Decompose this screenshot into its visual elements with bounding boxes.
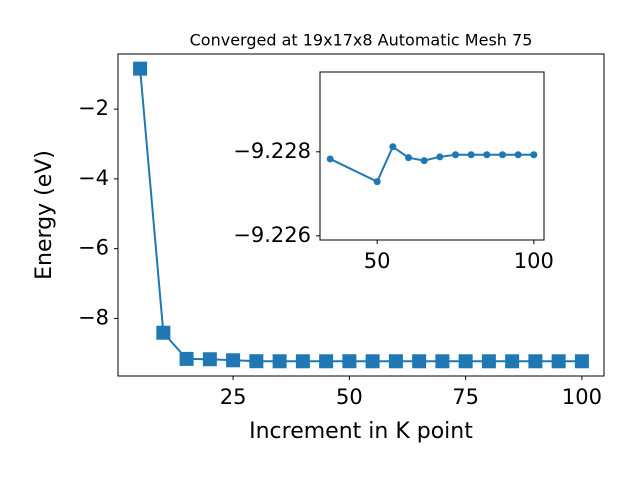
marker (202, 352, 217, 367)
marker (405, 154, 413, 162)
marker (179, 351, 194, 366)
marker (481, 354, 496, 369)
marker (272, 354, 287, 369)
marker (249, 354, 264, 369)
y-tick-label: −8 (78, 305, 109, 329)
x-tick-label: 50 (336, 385, 363, 409)
marker (389, 143, 397, 151)
marker (530, 151, 538, 159)
x-tick-label: 75 (452, 385, 479, 409)
marker (574, 354, 589, 369)
y-tick-label: −2 (78, 96, 109, 120)
plot-area (319, 71, 545, 241)
y-tick-label: −6 (78, 236, 109, 260)
marker (498, 151, 506, 159)
marker (373, 178, 381, 186)
x-tick-label: 50 (364, 249, 391, 273)
y-tick-label: −4 (78, 166, 109, 190)
x-axis-label: Increment in K point (249, 419, 473, 444)
marker (133, 61, 148, 76)
marker (156, 325, 171, 340)
marker (436, 153, 444, 161)
marker (435, 354, 450, 369)
marker (505, 354, 520, 369)
marker (319, 354, 334, 369)
marker (467, 151, 475, 159)
marker (326, 155, 334, 163)
y-tick-label: −9.226 (233, 223, 311, 247)
marker (551, 354, 566, 369)
marker (226, 353, 241, 368)
x-tick-label: 100 (514, 249, 554, 273)
marker (365, 354, 380, 369)
marker (420, 157, 428, 165)
marker (388, 354, 403, 369)
marker (483, 151, 491, 159)
marker (528, 354, 543, 369)
y-tick-label: −9.228 (233, 139, 311, 163)
marker (451, 151, 459, 159)
y-axis-label: Energy (eV) (32, 150, 57, 280)
x-tick-label: 25 (220, 385, 247, 409)
marker (342, 354, 357, 369)
marker (412, 354, 427, 369)
marker (514, 151, 522, 159)
x-tick-label: 100 (562, 385, 602, 409)
marker (295, 354, 310, 369)
marker (458, 354, 473, 369)
chart-title: Converged at 19x17x8 Automatic Mesh 75 (190, 31, 533, 50)
